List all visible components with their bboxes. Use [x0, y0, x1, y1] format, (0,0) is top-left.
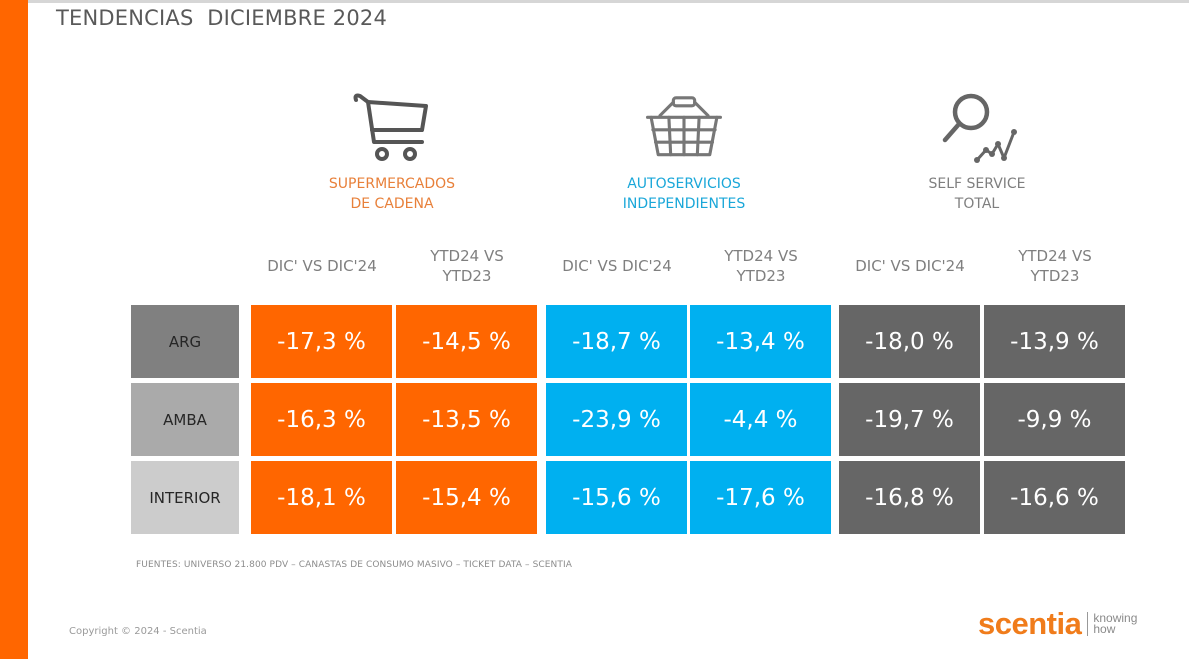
value-cell: -16,6 %	[984, 461, 1125, 534]
sources-note: FUENTES: UNIVERSO 21.800 PDV – CANASTAS …	[136, 560, 572, 570]
value-cell: -15,6 %	[546, 461, 687, 534]
value-cell: -16,3 %	[251, 383, 392, 456]
value-cell: -14,5 %	[396, 305, 537, 378]
value-cell: -15,4 %	[396, 461, 537, 534]
segment-label: SELF SERVICE TOTAL	[928, 176, 1026, 212]
shopping-basket-icon	[646, 96, 722, 157]
value-cell: -18,1 %	[251, 461, 392, 534]
value-cell: -17,3 %	[251, 305, 392, 378]
column-header: DIC' VS DIC'24	[562, 257, 672, 275]
column-header: YTD24 VS YTD23	[1018, 247, 1092, 285]
value-cell: -18,0 %	[839, 305, 980, 378]
segment-label: AUTOSERVICIOS INDEPENDIENTES	[622, 176, 746, 212]
segment-self-service: SELF SERVICE TOTAL	[867, 92, 1087, 214]
value-cell: -18,7 %	[546, 305, 687, 378]
brand-name: scentia	[978, 606, 1082, 641]
row-label-arg: ARG	[131, 305, 239, 378]
brand-separator	[1087, 612, 1089, 636]
segment-autoservicios: AUTOSERVICIOS INDEPENDIENTES	[574, 92, 794, 214]
column-header: DIC' VS DIC'24	[855, 257, 965, 275]
search-trend-icon	[942, 93, 1017, 163]
row-label-amba: AMBA	[131, 383, 239, 456]
copyright: Copyright © 2024 - Scentia	[69, 626, 207, 637]
value-cell: -13,4 %	[690, 305, 831, 378]
value-cell: -17,6 %	[690, 461, 831, 534]
column-header: YTD24 VS YTD23	[430, 247, 504, 285]
value-cell: -13,5 %	[396, 383, 537, 456]
value-cell: -9,9 %	[984, 383, 1125, 456]
segment-label: SUPERMERCADOS DE CADENA	[328, 176, 456, 212]
value-cell: -4,4 %	[690, 383, 831, 456]
value-cell: -16,8 %	[839, 461, 980, 534]
brand-logo: scentia knowing how	[978, 606, 1137, 642]
column-header: YTD24 VS YTD23	[724, 247, 798, 285]
value-cell: -13,9 %	[984, 305, 1125, 378]
value-cell: -19,7 %	[839, 383, 980, 456]
top-border	[0, 0, 1189, 3]
page-title: TENDENCIAS DICIEMBRE 2024	[56, 6, 388, 30]
value-cell: -23,9 %	[546, 383, 687, 456]
segment-supermercados: SUPERMERCADOS DE CADENA	[282, 92, 502, 214]
brand-tagline: knowing how	[1093, 611, 1138, 636]
accent-sidebar	[0, 0, 28, 659]
shopping-cart-icon	[353, 93, 428, 161]
row-label-interior: INTERIOR	[131, 461, 239, 534]
column-header: DIC' VS DIC'24	[267, 257, 377, 275]
